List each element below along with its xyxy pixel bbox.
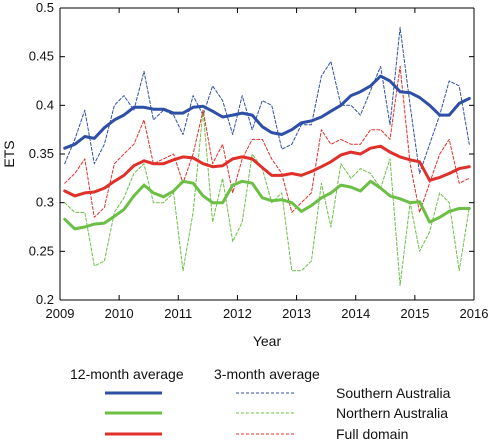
x-tick-label: 2011 bbox=[164, 306, 192, 321]
legend-label-northern: Northern Australia bbox=[336, 405, 448, 421]
y-axis-title: ETS bbox=[1, 140, 17, 167]
y-tick-label: 0.25 bbox=[29, 243, 54, 258]
series-line-full-3-month bbox=[64, 65, 470, 218]
legend: 12-month average 3-month average Souther… bbox=[70, 366, 451, 442]
y-ticks: 0.2 0.25 0.3 0.35 0.4 0.45 0.5 bbox=[29, 0, 474, 307]
y-tick-label: 0.5 bbox=[36, 0, 54, 15]
series-layer bbox=[63, 27, 471, 286]
legend-header-12-month: 12-month average bbox=[70, 366, 184, 382]
x-axis-title: Year bbox=[253, 333, 282, 349]
x-ticks: 2009 2010 2011 2012 2013 2014 2015 2016 bbox=[46, 8, 489, 321]
series-line-full-12-month bbox=[63, 144, 471, 198]
x-tick-label: 2010 bbox=[105, 306, 134, 321]
x-tick-label: 2013 bbox=[282, 306, 311, 321]
axes bbox=[59, 7, 475, 301]
series-line-southern-12-month bbox=[63, 74, 471, 150]
y-tick-label: 0.4 bbox=[36, 97, 54, 112]
y-tick-label: 0.2 bbox=[36, 292, 54, 307]
legend-label-southern: Southern Australia bbox=[336, 385, 451, 401]
x-tick-label: 2014 bbox=[341, 306, 370, 321]
legend-label-full: Full domain bbox=[336, 426, 408, 442]
x-tick-label: 2016 bbox=[460, 306, 489, 321]
x-tick-label: 2012 bbox=[223, 306, 252, 321]
y-tick-label: 0.3 bbox=[36, 195, 54, 210]
legend-header-3-month: 3-month average bbox=[214, 366, 320, 382]
y-tick-label: 0.45 bbox=[29, 49, 54, 64]
x-tick-label: 2015 bbox=[400, 306, 429, 321]
series-line-northern-3-month bbox=[64, 109, 470, 286]
x-tick-label: 2009 bbox=[46, 306, 75, 321]
y-tick-label: 0.35 bbox=[29, 146, 54, 161]
series-line-northern-12-month bbox=[63, 179, 471, 231]
